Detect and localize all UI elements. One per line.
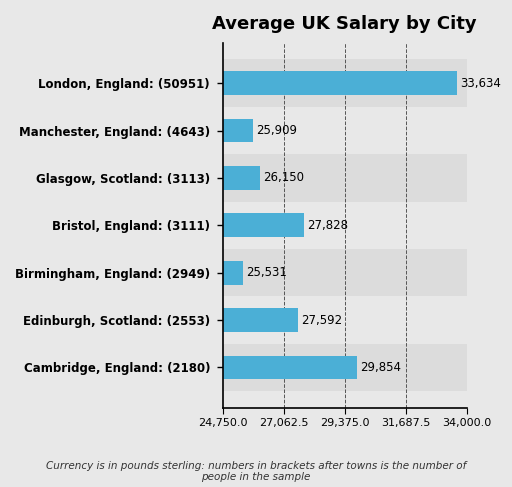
Text: 25,531: 25,531	[246, 266, 287, 279]
Title: Average UK Salary by City: Average UK Salary by City	[212, 15, 477, 33]
Text: 27,828: 27,828	[307, 219, 348, 232]
Bar	[223, 71, 457, 95]
Text: 29,854: 29,854	[360, 361, 401, 374]
Text: 25,909: 25,909	[257, 124, 297, 137]
Bar	[223, 297, 466, 344]
Bar	[223, 308, 297, 332]
Bar	[223, 344, 466, 391]
Bar	[223, 119, 253, 142]
Bar	[223, 154, 466, 202]
Bar	[223, 249, 466, 297]
Text: 33,634: 33,634	[460, 76, 501, 90]
Bar	[223, 59, 466, 107]
Bar	[223, 213, 304, 237]
Text: 26,150: 26,150	[263, 171, 304, 185]
Bar	[223, 166, 260, 190]
Text: Currency is in pounds sterling: numbers in brackets after towns is the number of: Currency is in pounds sterling: numbers …	[46, 461, 466, 482]
Bar	[223, 202, 466, 249]
Bar	[223, 356, 357, 379]
Bar	[223, 107, 466, 154]
Bar	[223, 261, 243, 284]
Text: 27,592: 27,592	[301, 314, 342, 327]
